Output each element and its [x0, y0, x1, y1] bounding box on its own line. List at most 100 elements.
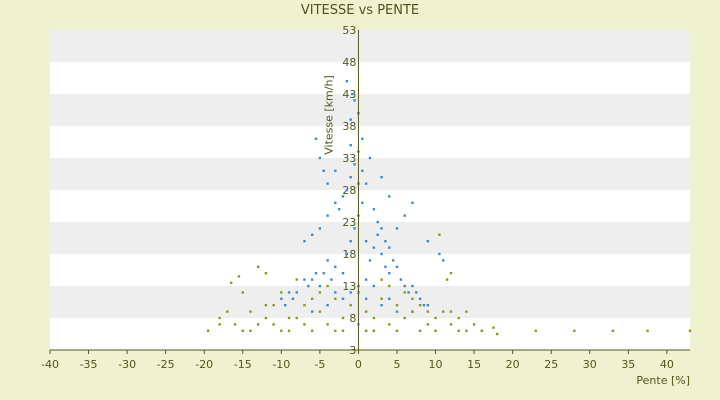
y-tick-label: 23: [342, 216, 356, 229]
y-tick-label: 48: [342, 56, 356, 69]
x-tick-label: 5: [393, 358, 400, 371]
series-2-point: [249, 310, 252, 313]
series-1-point: [318, 227, 322, 230]
series-1-point: [388, 195, 391, 198]
series-1-point: [438, 252, 441, 256]
series-2-point: [295, 316, 298, 320]
series-2-point: [349, 304, 352, 307]
series-2-point: [480, 329, 484, 332]
series-1-point: [341, 195, 345, 198]
series-2-point: [465, 310, 468, 313]
series-1-point: [388, 297, 391, 300]
series-1-point: [334, 201, 337, 204]
x-tick-label: 25: [544, 358, 558, 371]
series-2-point: [310, 329, 314, 332]
series-2-point: [280, 329, 283, 332]
series-2-point: [310, 297, 314, 300]
series-1-point: [326, 182, 329, 185]
series-2-point: [264, 304, 268, 307]
series-1-point: [395, 310, 399, 313]
series-2-point: [492, 326, 495, 329]
series-2-point: [287, 316, 291, 320]
series-1-point: [403, 214, 406, 217]
series-1-point: [345, 80, 349, 83]
series-1-point: [291, 297, 295, 300]
series-1-point: [341, 272, 345, 275]
series-1-point: [303, 278, 306, 281]
series-1-point: [418, 297, 422, 300]
series-2-point: [411, 310, 414, 313]
series-2-point: [395, 304, 399, 307]
series-2-point: [218, 323, 221, 326]
series-2-point: [364, 310, 368, 313]
series-1-point: [380, 227, 383, 230]
series-1-point: [361, 169, 364, 172]
series-2-point: [256, 323, 260, 326]
x-tick-label: 35: [621, 358, 635, 371]
series-1-point: [376, 220, 379, 224]
series-2-point: [388, 323, 391, 326]
series-1-point: [303, 240, 306, 243]
series-1-point: [349, 240, 352, 243]
x-tick-label: -40: [41, 358, 59, 371]
y-tick-label: 8: [349, 312, 356, 325]
series-1-point: [334, 265, 337, 268]
series-2-point: [380, 297, 383, 300]
series-2-point: [449, 272, 453, 275]
series-2-point: [403, 291, 406, 294]
series-1-point: [403, 284, 406, 288]
series-2-point: [438, 233, 441, 236]
grid-band: [50, 254, 690, 286]
series-1-point: [345, 188, 349, 192]
series-1-point: [411, 284, 414, 288]
series-1-point: [351, 92, 354, 96]
x-tick-label: 20: [506, 358, 520, 371]
series-1-point: [295, 291, 298, 294]
series-2-point: [264, 272, 268, 275]
series-1-point: [376, 233, 379, 236]
series-1-point: [349, 176, 352, 179]
series-2-point: [388, 284, 391, 288]
series-2-point: [380, 278, 383, 281]
x-tick-label: 30: [583, 358, 597, 371]
series-1-point: [364, 297, 368, 300]
series-1-point: [368, 259, 372, 262]
series-2-point: [434, 329, 437, 332]
y-tick-label: 33: [342, 152, 356, 165]
grid-band: [50, 62, 690, 94]
series-2-point: [534, 329, 537, 332]
y-tick-label: 53: [342, 24, 356, 37]
series-1-point: [349, 144, 352, 147]
series-1-point: [326, 259, 329, 262]
series-2-point: [256, 265, 260, 268]
series-1-point: [326, 214, 329, 217]
series-2-point: [264, 316, 268, 320]
grid-band: [50, 30, 690, 62]
series-2-point: [457, 329, 460, 332]
series-2-point: [442, 310, 445, 313]
series-1-point: [399, 278, 403, 281]
series-2-point: [272, 323, 275, 326]
series-1-point: [415, 291, 418, 294]
grid-band: [50, 126, 690, 158]
series-1-point: [280, 297, 283, 300]
y-axis-title: Vitesse [km/h]: [322, 75, 335, 155]
series-2-point: [449, 323, 453, 326]
y-tick-label: 13: [342, 280, 356, 293]
series-2-point: [237, 275, 241, 278]
series-1-point: [384, 265, 387, 268]
series-2-point: [403, 316, 406, 320]
series-2-point: [426, 310, 430, 313]
series-1-point: [334, 291, 337, 294]
series-1-point: [388, 272, 391, 275]
x-tick-label: -30: [118, 358, 136, 371]
series-2-point: [249, 329, 252, 332]
x-tick-label: 40: [660, 358, 674, 371]
series-1-point: [318, 156, 322, 160]
x-axis-title: Pente [%]: [636, 374, 690, 387]
series-1-point: [372, 284, 376, 288]
series-1-point: [310, 278, 314, 281]
series-1-point: [345, 252, 349, 256]
series-2-point: [233, 323, 237, 326]
series-2-point: [326, 323, 329, 326]
